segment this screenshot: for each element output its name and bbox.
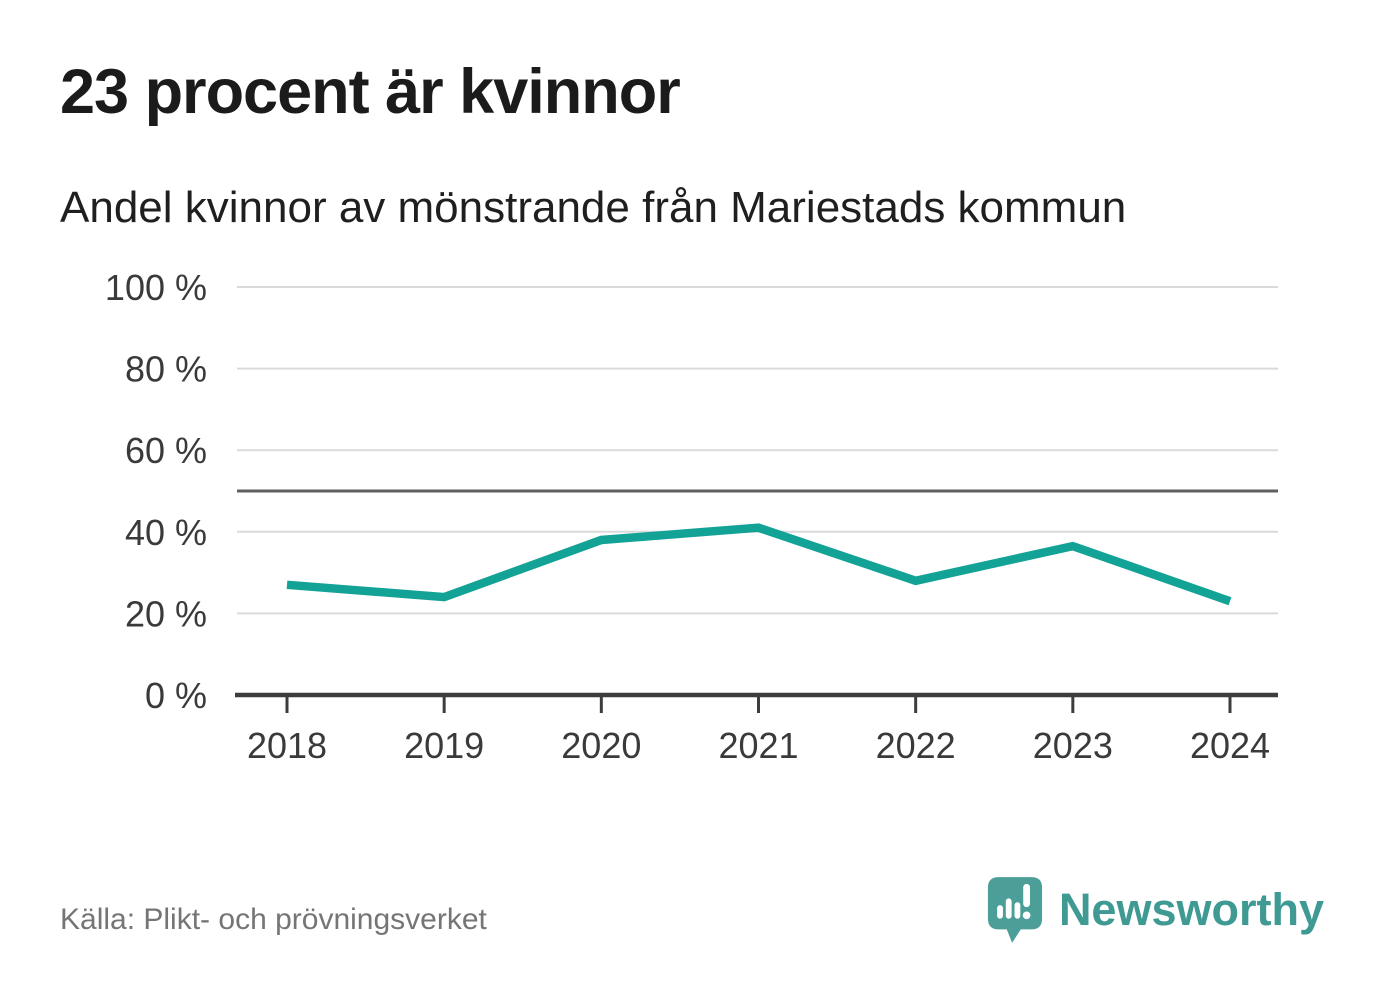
newsworthy-logo-icon bbox=[987, 877, 1043, 943]
x-axis-tick-label: 2021 bbox=[718, 725, 798, 766]
data-line-andel-kvinnor-av-m-nstrande bbox=[286, 523, 1232, 606]
x-axis-tick-label: 2018 bbox=[247, 725, 327, 766]
y-axis-tick-label: 20 % bbox=[125, 593, 207, 634]
chart-subtitle: Andel kvinnor av mönstrande från Mariest… bbox=[60, 183, 1127, 232]
y-axis-tick-label: 40 % bbox=[125, 512, 207, 553]
x-axis-tick-label: 2024 bbox=[1190, 725, 1270, 766]
x-axis-tick-label: 2022 bbox=[876, 725, 956, 766]
source-note: Källa: Plikt- och prövningsverket bbox=[60, 903, 487, 936]
x-axis-tick-label: 2023 bbox=[1033, 725, 1113, 766]
x-axis-tick-label: 2019 bbox=[404, 725, 484, 766]
y-axis-tick-label: 60 % bbox=[125, 430, 207, 471]
page-title: 23 procent är kvinnor bbox=[60, 57, 681, 127]
y-axis-tick-label: 100 % bbox=[105, 267, 207, 308]
y-axis-tick-label: 80 % bbox=[125, 349, 207, 390]
newsworthy-logo: Newsworthy bbox=[986, 874, 1324, 946]
x-axis-tick-label: 2020 bbox=[561, 725, 641, 766]
newsworthy-wordmark: Newsworthy bbox=[1058, 884, 1324, 935]
y-axis-tick-label: 0 % bbox=[145, 675, 207, 716]
